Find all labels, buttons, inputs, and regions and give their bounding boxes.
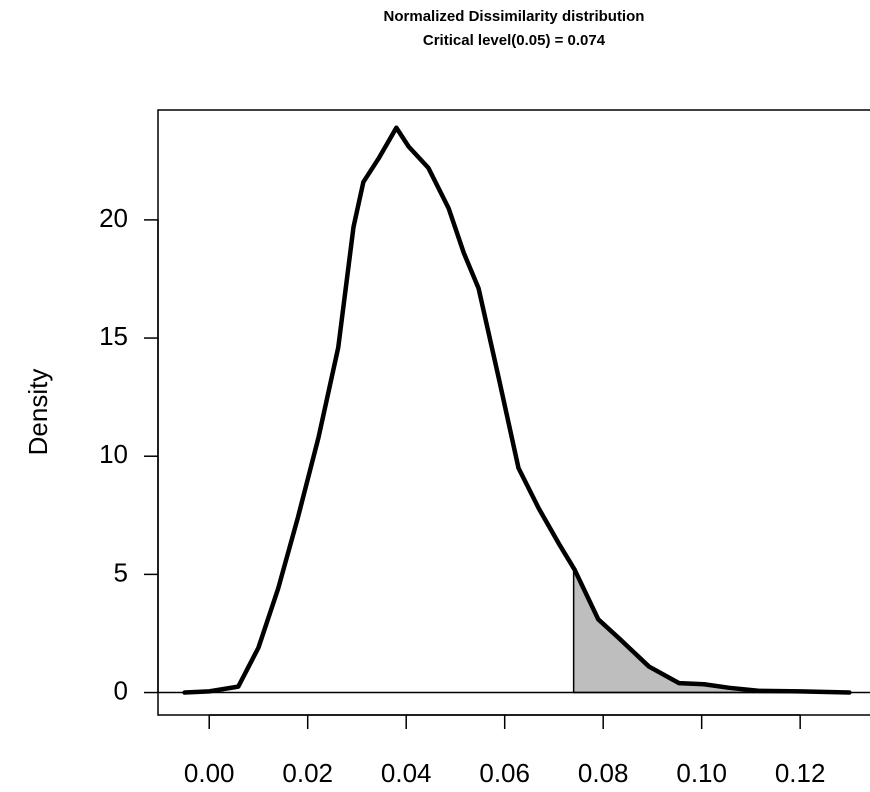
chart-title: Normalized Dissimilarity distribution <box>384 8 645 25</box>
x-tick-label: 0.04 <box>381 758 432 788</box>
x-tick-label: 0.02 <box>282 758 333 788</box>
chart-subtitle: Critical level(0.05) = 0.074 <box>423 32 606 49</box>
y-tick-label: 15 <box>99 321 128 351</box>
x-tick-label: 0.00 <box>184 758 235 788</box>
y-tick-label: 0 <box>114 675 128 705</box>
x-tick-label: 0.10 <box>676 758 727 788</box>
critical-region <box>572 565 850 694</box>
y-axis-label: Density <box>23 369 53 456</box>
y-tick-label: 5 <box>114 557 128 587</box>
density-curve <box>182 125 852 695</box>
x-tick-label: 0.06 <box>479 758 530 788</box>
y-tick-label: 10 <box>99 439 128 469</box>
x-tick-label: 0.08 <box>578 758 629 788</box>
x-tick-label: 0.12 <box>775 758 826 788</box>
y-tick-label: 20 <box>99 203 128 233</box>
